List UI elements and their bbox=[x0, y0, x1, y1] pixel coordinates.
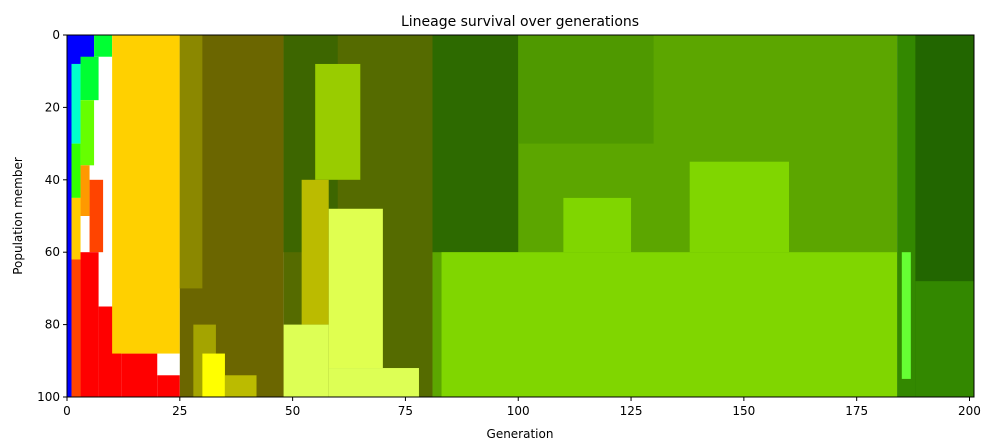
heatmap-block-36 bbox=[901, 252, 911, 379]
y-tick-label-3: 60 bbox=[45, 245, 60, 259]
heatmap-block-27 bbox=[328, 368, 419, 397]
heatmap-block-0 bbox=[67, 35, 72, 397]
heatmap-block-9 bbox=[89, 179, 104, 253]
heatmap-block-6 bbox=[94, 35, 113, 57]
heatmap-block-2 bbox=[71, 63, 81, 144]
x-tick-label-1: 25 bbox=[172, 404, 187, 418]
x-tick-label-0: 0 bbox=[63, 404, 71, 418]
heatmap-block-3 bbox=[80, 56, 99, 101]
heatmap-block-5 bbox=[80, 100, 95, 166]
heatmap-block-26 bbox=[283, 324, 329, 397]
x-tick-label-2: 50 bbox=[285, 404, 300, 418]
heatmap-block-20 bbox=[224, 375, 257, 397]
heatmap-block-7 bbox=[71, 197, 81, 260]
heatmap-block-33 bbox=[689, 161, 789, 253]
y-axis: 0 20 40 60 80 100 bbox=[37, 28, 67, 404]
heatmap-block-23 bbox=[315, 63, 361, 180]
y-tick-label-5: 100 bbox=[37, 390, 60, 404]
plot-frame bbox=[66, 34, 975, 398]
heatmap-block-37 bbox=[915, 281, 974, 397]
x-tick-label-4: 100 bbox=[507, 404, 530, 418]
plot-area bbox=[67, 35, 974, 397]
y-axis-label: Population member bbox=[11, 157, 25, 275]
heatmap-block-15 bbox=[112, 35, 180, 354]
heatmap-block-14 bbox=[157, 375, 180, 397]
heatmap-block-32 bbox=[563, 197, 632, 253]
heatmap-block-24 bbox=[301, 179, 329, 325]
y-tick-label-4: 80 bbox=[45, 318, 60, 332]
heatmap-block-4 bbox=[71, 143, 81, 198]
x-axis-label: Generation bbox=[487, 427, 554, 441]
heatmap-block-8 bbox=[80, 165, 90, 216]
x-tick-label-7: 175 bbox=[845, 404, 868, 418]
heatmap-block-25 bbox=[328, 208, 383, 369]
heatmap-block-11 bbox=[80, 252, 99, 397]
y-tick-label-2: 40 bbox=[45, 173, 60, 187]
heatmap-block-19 bbox=[202, 353, 225, 397]
x-tick-label-5: 125 bbox=[620, 404, 643, 418]
x-tick-label-3: 75 bbox=[398, 404, 413, 418]
y-tick-label-0: 0 bbox=[52, 28, 60, 42]
heatmap-block-10 bbox=[71, 259, 81, 397]
heatmap-block-31 bbox=[441, 252, 898, 397]
heatmap-block-13 bbox=[121, 353, 158, 397]
y-tick-label-1: 20 bbox=[45, 100, 60, 114]
heatmap-block-17 bbox=[179, 35, 203, 289]
chart-title: Lineage survival over generations bbox=[401, 14, 639, 30]
x-axis: 0 25 50 75 100 125 150 175 200 bbox=[63, 397, 981, 418]
heatmap-block-29 bbox=[432, 35, 519, 253]
x-tick-label-8: 200 bbox=[958, 404, 981, 418]
x-tick-label-6: 150 bbox=[732, 404, 755, 418]
heatmap-block-30 bbox=[518, 35, 654, 144]
